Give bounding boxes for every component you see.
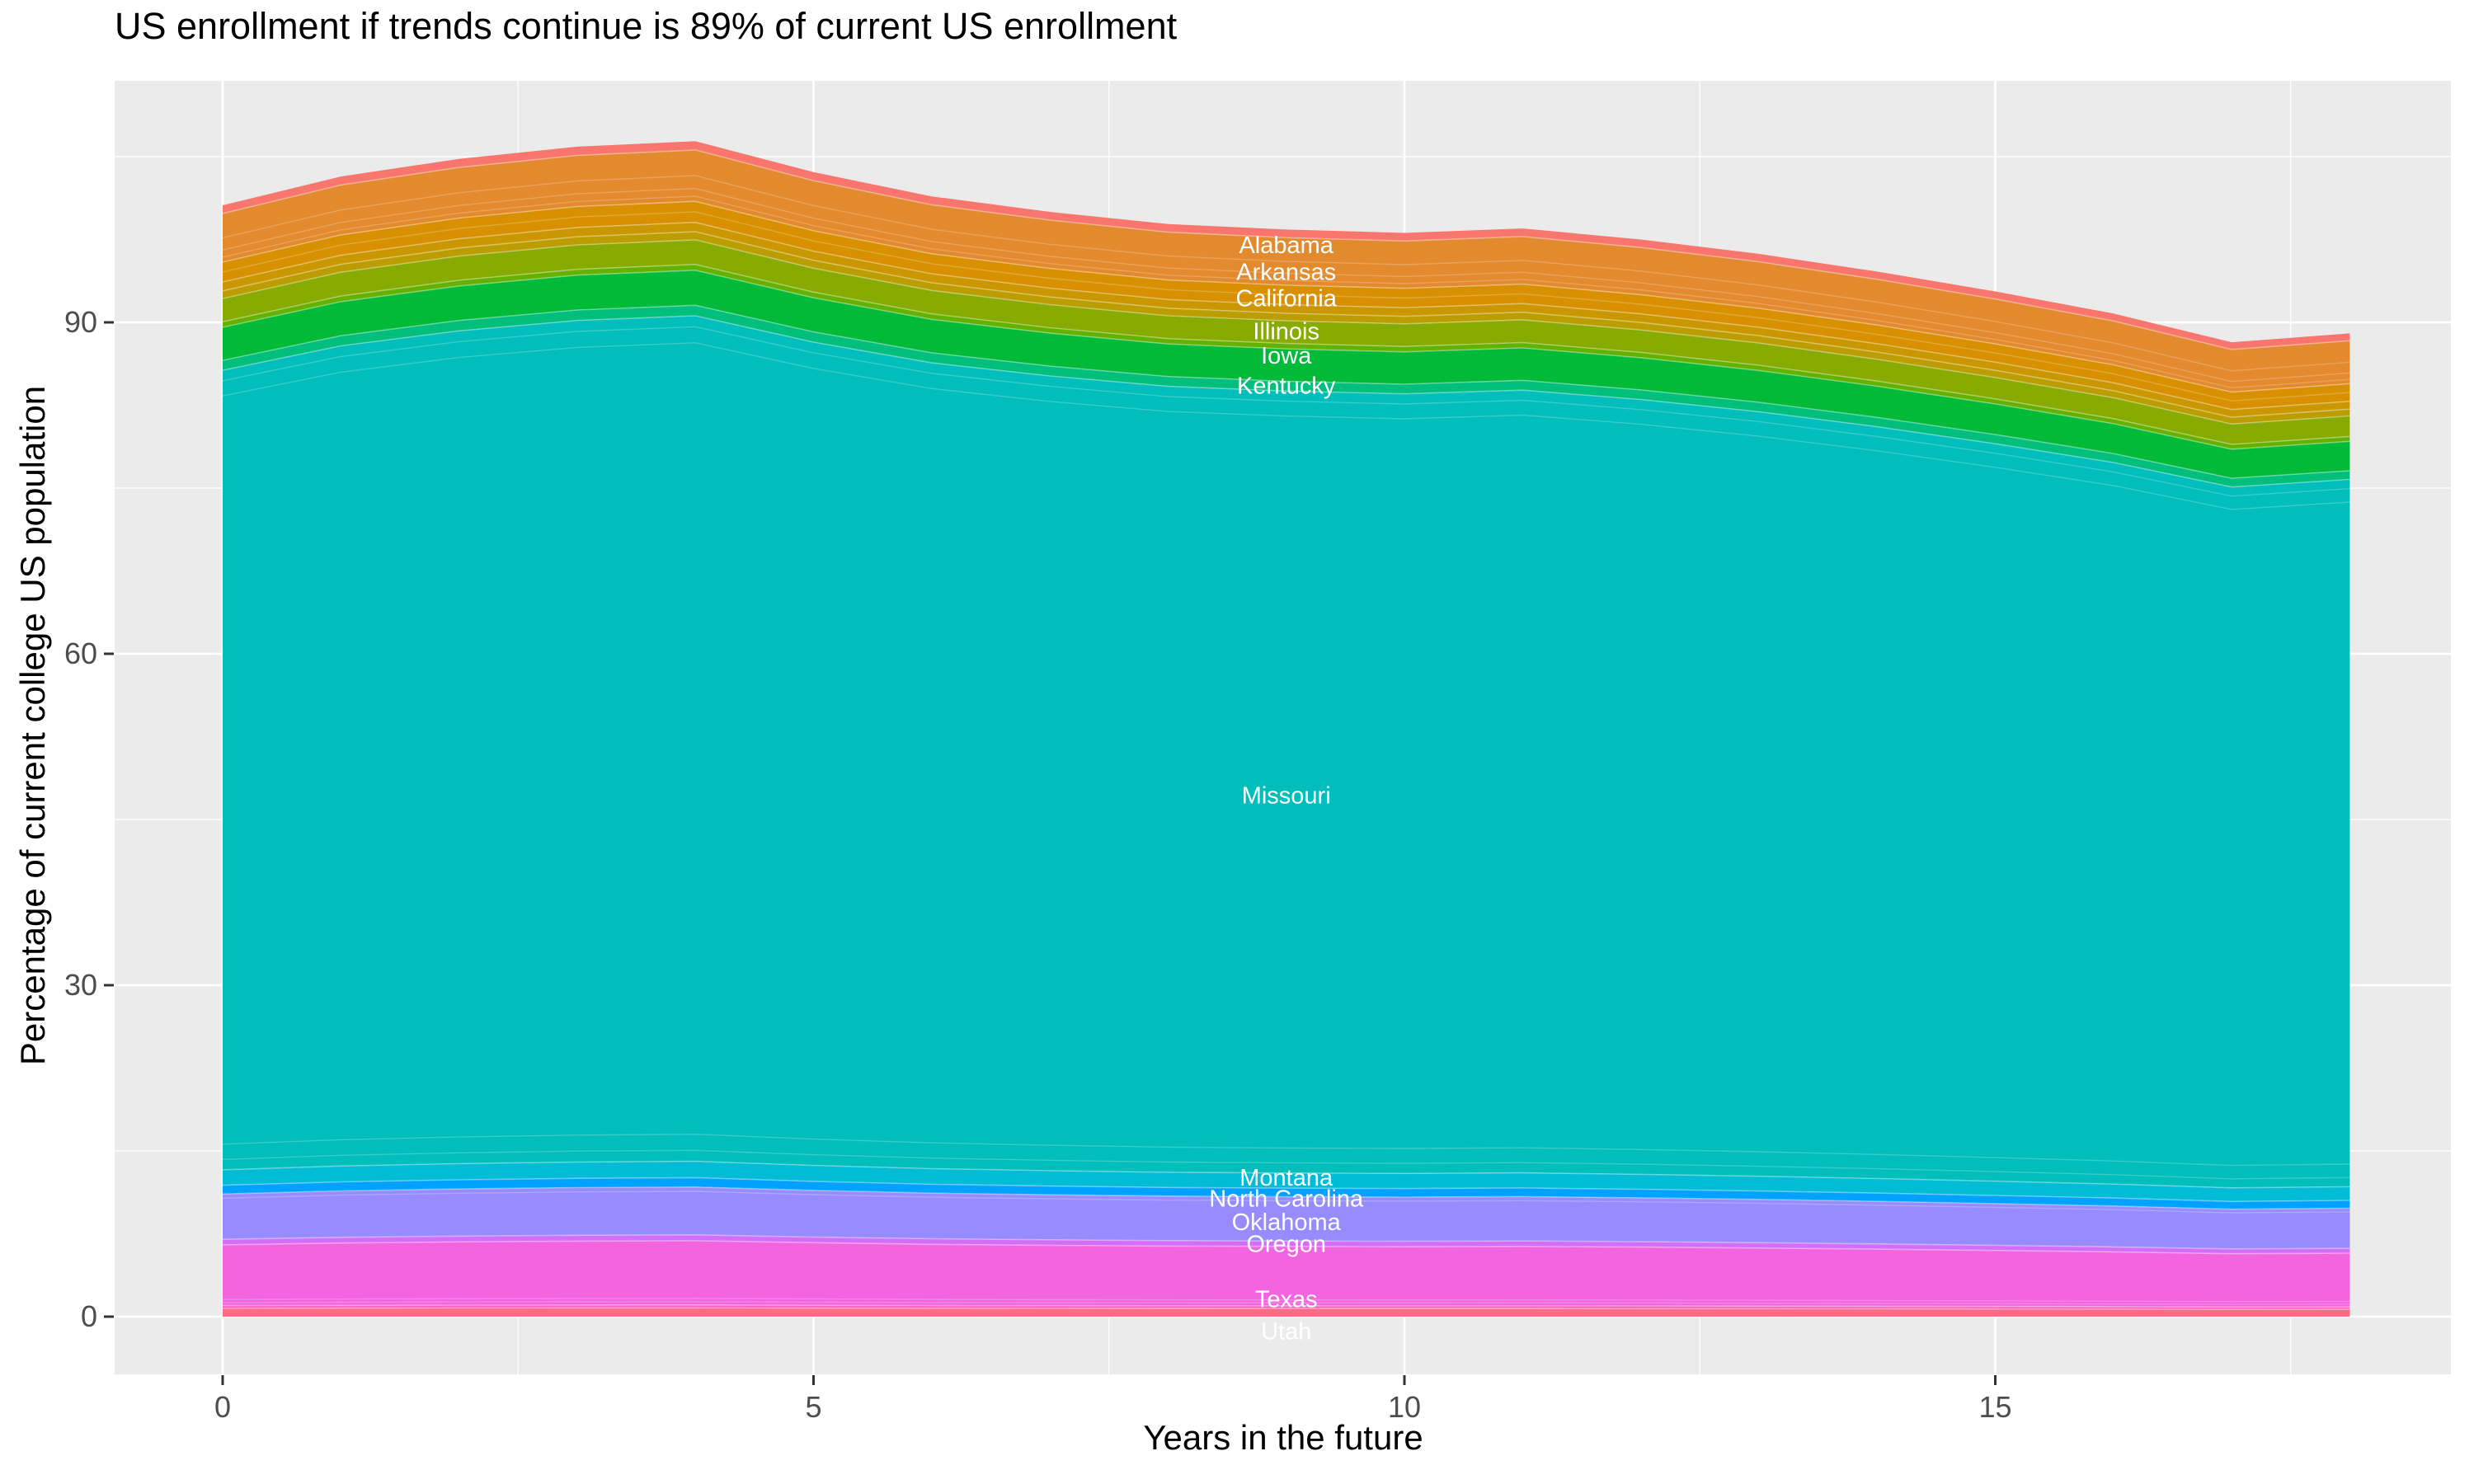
state-label-alabama: Alabama — [1239, 232, 1333, 259]
x-axis-title: Years in the future — [1143, 1418, 1423, 1457]
state-label-oklahoma: Oklahoma — [1232, 1209, 1342, 1236]
state-label-california: California — [1235, 286, 1337, 312]
x-tick-label: 0 — [214, 1390, 231, 1424]
state-label-kentucky: Kentucky — [1237, 373, 1336, 399]
state-label-north-carolina: North Carolina — [1209, 1186, 1364, 1213]
band-hairline — [222, 1134, 2350, 1167]
band-hairline — [222, 211, 2350, 402]
chart-title: US enrollment if trends continue is 89% … — [115, 5, 1178, 47]
band-hairline — [222, 1307, 2350, 1311]
y-tick-label: 30 — [64, 968, 97, 1002]
band-hairline — [222, 1301, 2350, 1305]
band-hairline — [222, 239, 2350, 425]
band-hairline — [222, 326, 2350, 497]
band-hairline — [222, 1160, 2350, 1189]
area-band-north-carolina — [223, 1177, 2350, 1209]
y-axis-title: Percentage of current college US populat… — [13, 385, 52, 1066]
band-hairline — [222, 200, 2350, 393]
area-band-oklahoma — [223, 1186, 2350, 1249]
band-hairline — [222, 1303, 2350, 1308]
band-hairline — [222, 1233, 2350, 1250]
band-hairline — [222, 263, 2350, 445]
area-band-other-1 — [223, 149, 2350, 392]
area-band-utah — [223, 1308, 2350, 1317]
band-hairline — [222, 1149, 2350, 1180]
state-label-illinois: Illinois — [1253, 319, 1319, 345]
band-hairline — [222, 149, 2350, 350]
x-tick-label: 5 — [805, 1390, 821, 1424]
band-hairline — [222, 175, 2350, 372]
state-label-texas: Texas — [1255, 1287, 1318, 1313]
y-tick-label: 0 — [81, 1299, 97, 1333]
y-tick-label: 60 — [64, 636, 97, 670]
state-label-oregon: Oregon — [1246, 1232, 1326, 1258]
band-hairline — [222, 1298, 2350, 1303]
band-hairline — [222, 304, 2350, 479]
band-hairline — [222, 1186, 2350, 1210]
band-hairline — [222, 1190, 2350, 1214]
x-tick-label: 10 — [1388, 1390, 1421, 1424]
band-hairline — [222, 221, 2350, 411]
area-band-oregon — [223, 1234, 2350, 1254]
area-band-other-15 — [223, 1304, 2350, 1310]
band-hairline — [222, 315, 2350, 488]
area-band-illinois — [223, 239, 2350, 444]
band-hairline — [222, 231, 2350, 418]
area-band-texas — [223, 1240, 2350, 1308]
band-hairline — [222, 342, 2350, 510]
area-band-missouri — [223, 316, 2350, 1188]
area-band-arkansas — [223, 201, 2350, 410]
state-label-montana: Montana — [1239, 1165, 1333, 1191]
band-hairline — [222, 187, 2350, 383]
area-band-montana — [223, 1161, 2350, 1202]
y-tick-label: 90 — [64, 305, 97, 339]
x-tick-label: 15 — [1978, 1390, 2011, 1424]
area-band-kentucky — [223, 270, 2350, 479]
band-hairline — [222, 1176, 2350, 1203]
state-label-missouri: Missouri — [1242, 783, 1331, 810]
state-label-arkansas: Arkansas — [1236, 259, 1336, 285]
state-label-utah: Utah — [1261, 1318, 1311, 1345]
band-hairline — [222, 195, 2350, 389]
band-hairline — [222, 269, 2350, 450]
band-hairline — [222, 1240, 2350, 1255]
state-label-iowa: Iowa — [1261, 343, 1312, 369]
